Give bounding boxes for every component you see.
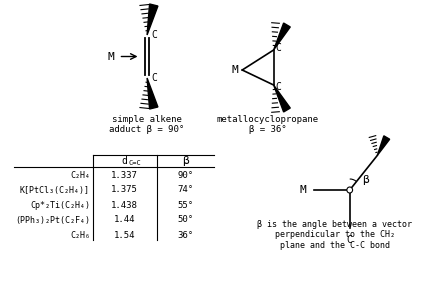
Polygon shape [273, 23, 290, 50]
Text: (PPh₃)₂Pt(C₂F₄): (PPh₃)₂Pt(C₂F₄) [15, 215, 90, 225]
Text: β: β [361, 175, 368, 185]
Text: β = 36°: β = 36° [248, 125, 286, 134]
Text: 1.44: 1.44 [114, 215, 135, 225]
Text: C: C [346, 235, 352, 245]
Text: metallocyclopropane: metallocyclopropane [216, 115, 318, 124]
Text: β is the angle between a vector
perpendicular to the CH₂
plane and the C-C bond: β is the angle between a vector perpendi… [256, 220, 411, 250]
Text: C₂H₆: C₂H₆ [70, 230, 90, 240]
Text: simple alkene: simple alkene [112, 115, 181, 124]
Circle shape [346, 187, 352, 193]
Polygon shape [376, 136, 389, 156]
Text: 1.438: 1.438 [111, 200, 138, 209]
Polygon shape [147, 78, 158, 109]
Text: C: C [275, 43, 281, 53]
Text: 1.337: 1.337 [111, 170, 138, 179]
Text: 90°: 90° [177, 170, 193, 179]
Text: 50°: 50° [177, 215, 193, 225]
Text: M: M [299, 185, 305, 195]
Text: K[PtCl₃(C₂H₄)]: K[PtCl₃(C₂H₄)] [20, 185, 90, 194]
Text: C: C [152, 30, 157, 40]
Polygon shape [273, 85, 290, 112]
Text: C: C [152, 73, 157, 83]
Text: C₂H₄: C₂H₄ [70, 170, 90, 179]
Text: d: d [121, 156, 127, 166]
Polygon shape [147, 4, 158, 35]
Text: 1.375: 1.375 [111, 185, 138, 194]
Text: M: M [231, 65, 238, 75]
Text: 36°: 36° [177, 230, 193, 240]
Text: C=C: C=C [128, 160, 141, 166]
Text: C: C [275, 82, 281, 92]
Text: adduct β = 90°: adduct β = 90° [109, 125, 184, 134]
Text: β: β [181, 156, 188, 166]
Text: 74°: 74° [177, 185, 193, 194]
Text: M: M [108, 52, 115, 62]
Text: Cp*₂Ti(C₂H₄): Cp*₂Ti(C₂H₄) [30, 200, 90, 209]
Text: 55°: 55° [177, 200, 193, 209]
Text: 1.54: 1.54 [114, 230, 135, 240]
